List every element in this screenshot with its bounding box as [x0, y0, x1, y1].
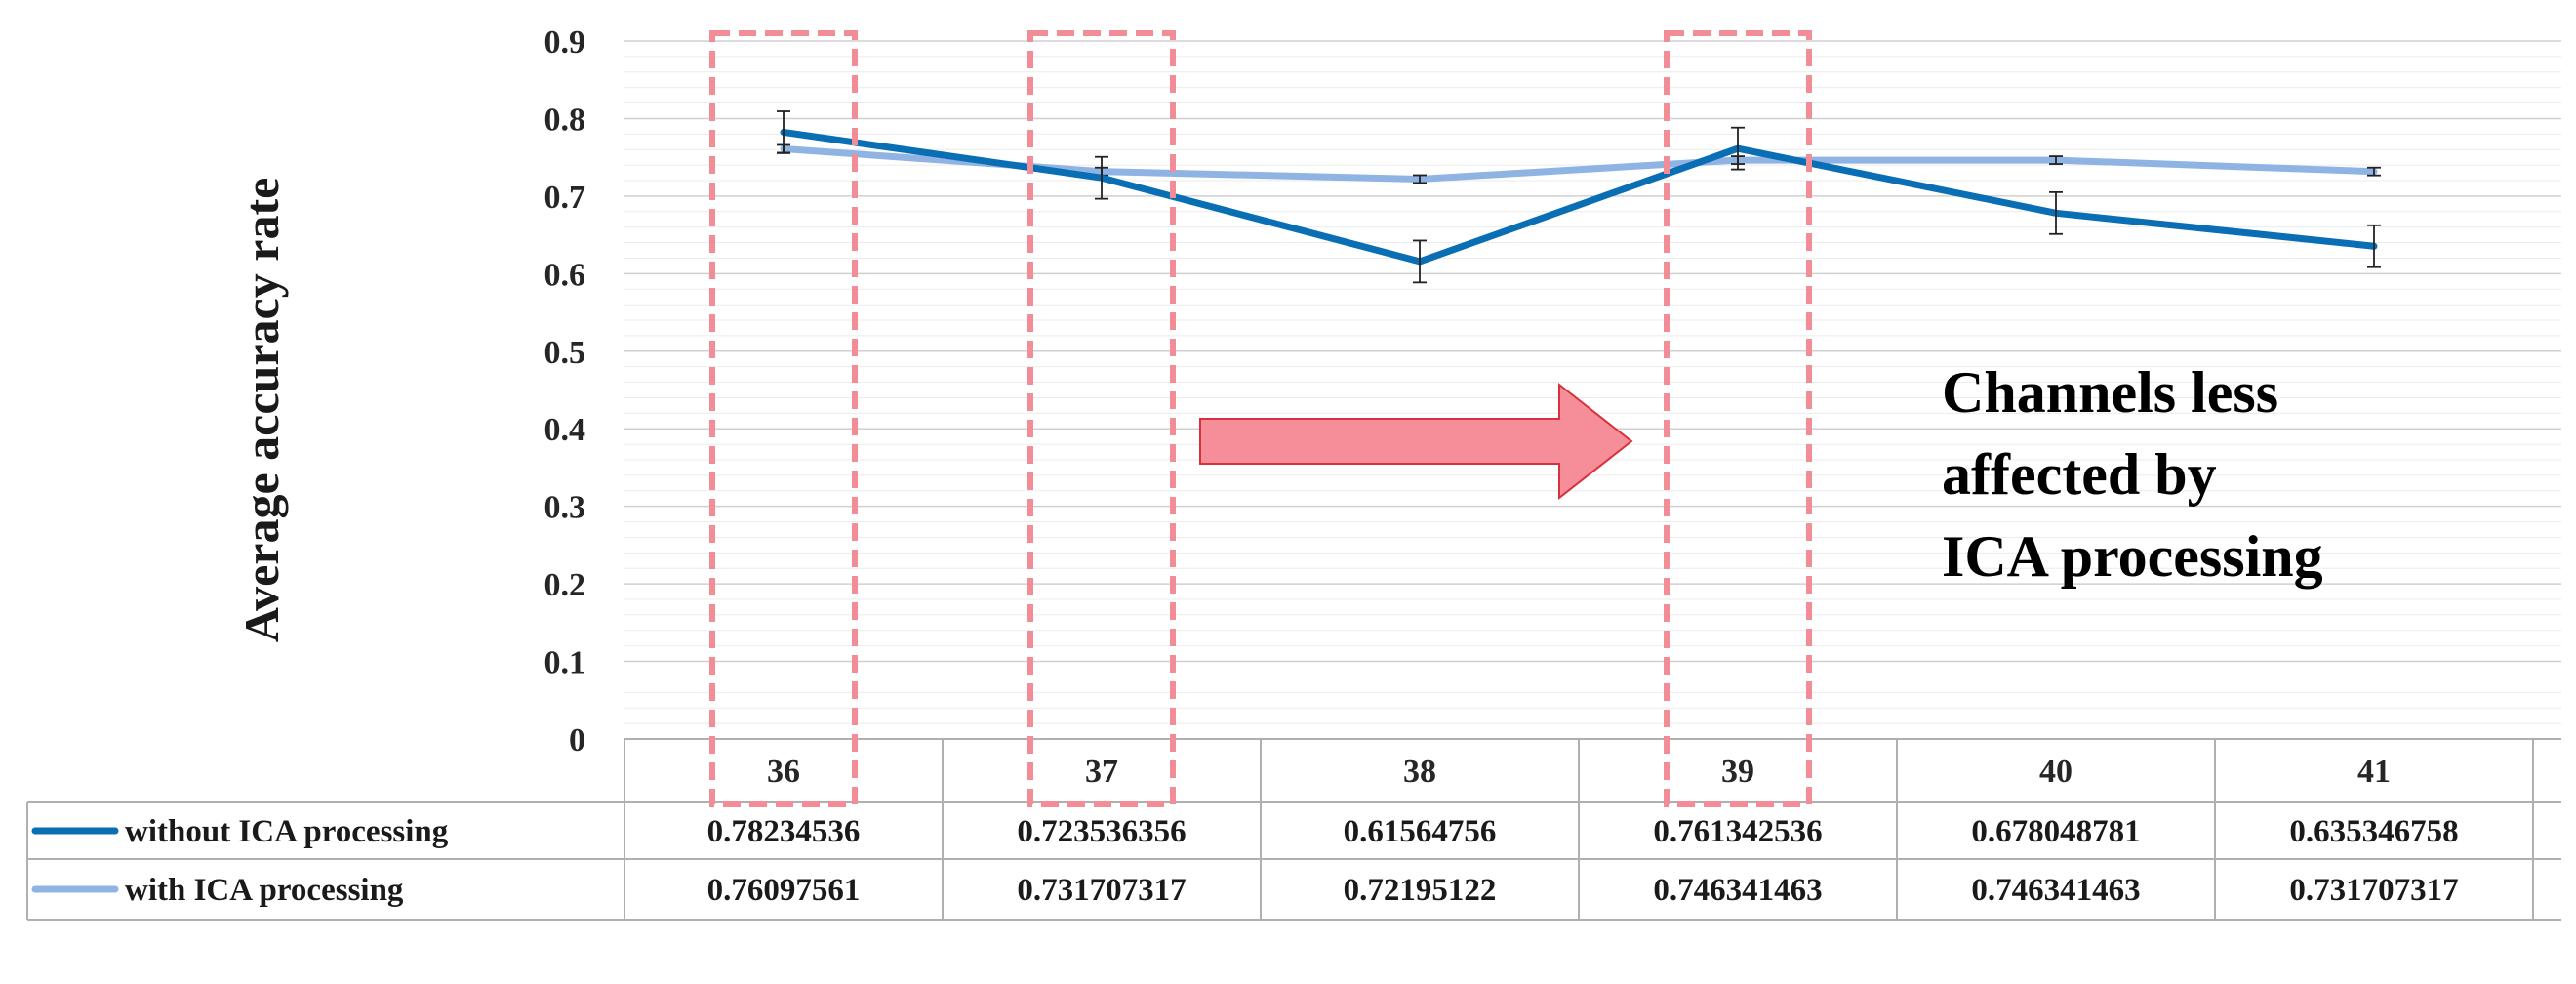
- right-arrow-icon: [1199, 382, 1633, 501]
- highlight-box: [1664, 30, 1812, 807]
- data-table-value: 0.78234536: [707, 814, 861, 849]
- data-table-value: 0.76097561: [707, 873, 861, 908]
- y-tick-label: 0.9: [544, 24, 586, 61]
- data-table-value: 0.731707317: [2289, 873, 2458, 908]
- data-table-value: 0.731707317: [1017, 873, 1186, 908]
- y-axis-label: Average accuracy rate: [234, 178, 289, 643]
- y-tick-label: 0.5: [544, 335, 586, 371]
- data-table-value: 0.746341463: [1971, 873, 2140, 908]
- x-tick-label: 38: [1403, 754, 1436, 790]
- data-table-value: 0.635346758: [2289, 814, 2458, 849]
- annotation: Channels less affected by ICA processing: [1942, 360, 2323, 589]
- annotation-line: ICA processing: [1942, 524, 2323, 589]
- y-tick-label: 0.8: [544, 102, 586, 138]
- series-line: [780, 128, 2378, 266]
- data-table-value: 0.746341463: [1653, 873, 1822, 908]
- annotation-line: Channels less: [1942, 360, 2278, 425]
- y-tick-label: 0: [569, 722, 585, 758]
- data-table-value: 0.678048781: [1971, 814, 2140, 849]
- legend-label: with ICA processing: [125, 873, 404, 908]
- data-table-value: 0.761342536: [1653, 814, 1822, 849]
- legend-label: without ICA processing: [125, 814, 449, 849]
- y-tick-label: 0.3: [544, 490, 586, 526]
- y-tick-label: 0.4: [544, 412, 586, 448]
- data-table-value: 0.61564756: [1344, 814, 1497, 849]
- y-tick-label: 0.6: [544, 257, 586, 293]
- x-tick-label: 37: [1085, 754, 1118, 790]
- x-tick-label: 40: [2039, 754, 2073, 790]
- x-tick-label: 39: [1721, 754, 1754, 790]
- data-table-value: 0.72195122: [1344, 873, 1497, 908]
- y-tick-labels: 0 0.1 0.2 0.3 0.4 0.5 0.6 0.7 0.8 0.9: [544, 24, 586, 758]
- x-tick-label: 41: [2357, 754, 2391, 790]
- y-tick-label: 0.1: [544, 645, 586, 681]
- highlight-box: [709, 30, 858, 807]
- series: [777, 110, 2381, 284]
- data-table: 36 37 38 39 40 41 without ICA processing 0.7823…: [26, 738, 2561, 921]
- y-tick-label: 0.2: [544, 567, 586, 603]
- y-tick-label: 0.7: [544, 180, 586, 216]
- annotation-line: affected by: [1942, 442, 2217, 507]
- highlight-boxes: [709, 30, 1812, 807]
- highlight-box: [1027, 30, 1176, 807]
- x-tick-label: 36: [767, 754, 800, 790]
- data-table-value: 0.723536356: [1017, 814, 1186, 849]
